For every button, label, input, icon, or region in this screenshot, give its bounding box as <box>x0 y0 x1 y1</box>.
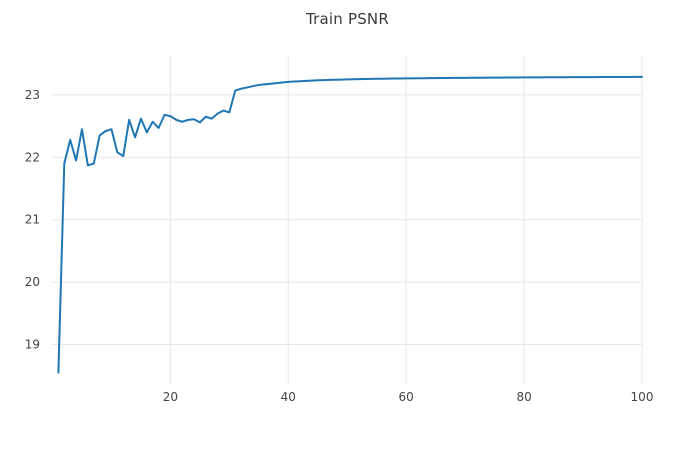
y-axis-tick-label: 21 <box>25 213 40 227</box>
y-axis-tick-label: 19 <box>25 337 40 351</box>
grid <box>52 55 643 385</box>
y-axis-tick-label: 22 <box>25 150 40 164</box>
axis-tick-labels: 20 40 60 80 100 19 20 21 22 23 <box>25 88 654 404</box>
y-axis-tick-label: 20 <box>25 275 40 289</box>
line-series <box>57 75 643 374</box>
x-axis-tick-label: 80 <box>516 390 531 404</box>
x-axis-tick-label: 20 <box>163 390 178 404</box>
chart-title: Train PSNR <box>306 10 389 28</box>
x-axis-tick-label: 60 <box>399 390 414 404</box>
x-axis-tick-label: 40 <box>281 390 296 404</box>
psnr-line <box>57 75 643 374</box>
y-axis-tick-label: 23 <box>25 88 40 102</box>
x-axis-tick-label: 100 <box>631 390 654 404</box>
